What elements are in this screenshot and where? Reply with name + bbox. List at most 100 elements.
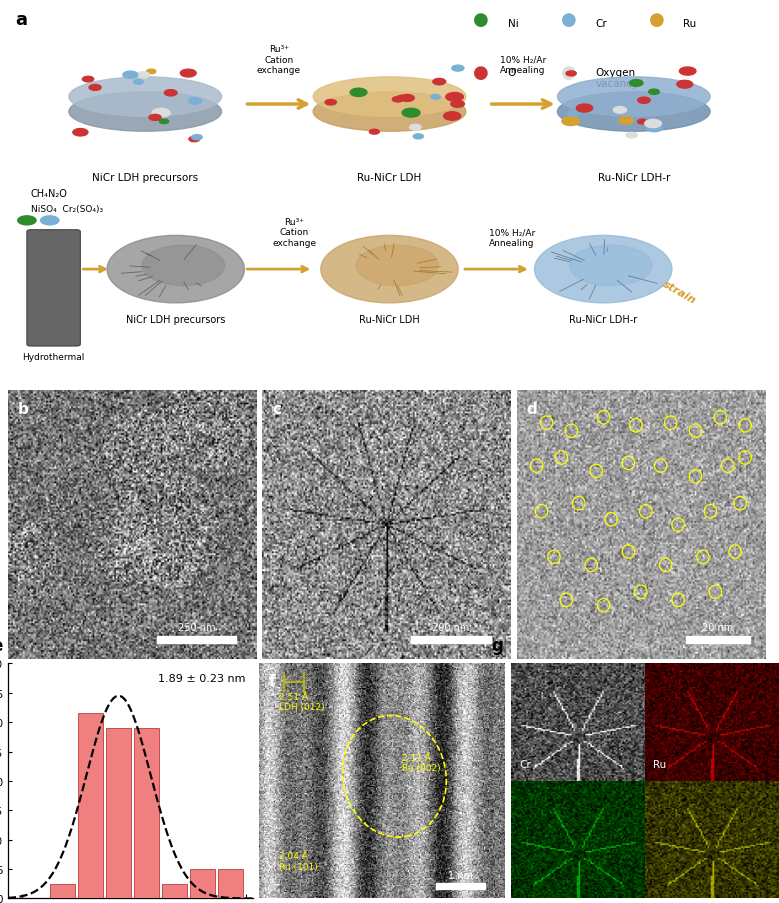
Ellipse shape bbox=[313, 78, 466, 117]
Circle shape bbox=[192, 135, 203, 141]
Circle shape bbox=[83, 78, 93, 83]
Circle shape bbox=[160, 120, 169, 125]
Circle shape bbox=[164, 90, 177, 97]
Text: f: f bbox=[270, 673, 276, 688]
Text: g: g bbox=[491, 637, 503, 655]
Circle shape bbox=[73, 129, 88, 136]
Text: NiCr LDH precursors: NiCr LDH precursors bbox=[126, 315, 225, 325]
Circle shape bbox=[397, 97, 407, 101]
Circle shape bbox=[413, 135, 423, 140]
Text: 2.04 Å
Ru (101): 2.04 Å Ru (101) bbox=[279, 852, 318, 870]
Circle shape bbox=[356, 246, 439, 286]
Ellipse shape bbox=[69, 93, 221, 132]
Text: Ni: Ni bbox=[508, 19, 519, 29]
Bar bbox=[162, 884, 187, 898]
Text: CH₄N₂O: CH₄N₂O bbox=[30, 189, 68, 199]
Text: NiSO₄  Cr₂(SO₄)₃: NiSO₄ Cr₂(SO₄)₃ bbox=[30, 205, 103, 214]
Text: ●: ● bbox=[473, 11, 489, 29]
Ellipse shape bbox=[313, 93, 466, 132]
Circle shape bbox=[452, 66, 464, 72]
Circle shape bbox=[189, 98, 202, 105]
Circle shape bbox=[107, 236, 245, 303]
Circle shape bbox=[350, 89, 367, 98]
Circle shape bbox=[569, 246, 652, 286]
Circle shape bbox=[431, 96, 440, 100]
Circle shape bbox=[568, 112, 579, 117]
Text: Ru-NiCr LDH: Ru-NiCr LDH bbox=[359, 315, 420, 325]
Circle shape bbox=[534, 236, 672, 303]
Bar bbox=[218, 869, 243, 898]
Circle shape bbox=[576, 105, 593, 113]
Circle shape bbox=[133, 80, 143, 85]
Text: 1 nm: 1 nm bbox=[448, 870, 473, 880]
Circle shape bbox=[321, 236, 458, 303]
Text: c: c bbox=[272, 402, 281, 416]
Circle shape bbox=[89, 86, 101, 91]
Circle shape bbox=[562, 117, 580, 126]
Text: Hydrothermal: Hydrothermal bbox=[23, 352, 85, 361]
Text: e: e bbox=[0, 637, 3, 655]
Circle shape bbox=[189, 137, 199, 143]
Circle shape bbox=[123, 72, 138, 79]
Circle shape bbox=[180, 70, 196, 78]
Circle shape bbox=[393, 98, 404, 103]
Circle shape bbox=[645, 120, 661, 128]
Circle shape bbox=[626, 134, 637, 139]
Circle shape bbox=[446, 93, 464, 102]
Circle shape bbox=[637, 98, 650, 104]
Bar bbox=[157, 637, 236, 643]
Text: Ru-NiCr LDH: Ru-NiCr LDH bbox=[358, 172, 421, 182]
Circle shape bbox=[325, 100, 337, 106]
Bar bbox=[190, 869, 215, 898]
Ellipse shape bbox=[69, 78, 221, 117]
Text: d: d bbox=[527, 402, 538, 416]
Circle shape bbox=[402, 109, 420, 118]
Bar bbox=[686, 637, 750, 643]
Circle shape bbox=[629, 80, 643, 88]
Circle shape bbox=[400, 96, 414, 102]
Circle shape bbox=[619, 117, 633, 125]
Circle shape bbox=[410, 126, 421, 131]
Text: ●: ● bbox=[649, 11, 664, 29]
Text: 1.89 ± 0.23 nm: 1.89 ± 0.23 nm bbox=[158, 673, 246, 683]
Text: ●: ● bbox=[561, 11, 576, 29]
Circle shape bbox=[142, 246, 224, 286]
Text: 2.11 Å
Ru (002): 2.11 Å Ru (002) bbox=[402, 753, 440, 772]
Ellipse shape bbox=[558, 93, 710, 132]
Circle shape bbox=[146, 70, 156, 75]
Circle shape bbox=[566, 72, 576, 77]
Circle shape bbox=[647, 126, 662, 133]
Ellipse shape bbox=[558, 78, 710, 117]
Text: 10% H₂/Ar
Annealing: 10% H₂/Ar Annealing bbox=[488, 228, 534, 247]
Bar bbox=[78, 713, 103, 898]
Text: Cr: Cr bbox=[596, 19, 608, 29]
Text: Ru³⁺
Cation
exchange: Ru³⁺ Cation exchange bbox=[272, 218, 316, 247]
FancyBboxPatch shape bbox=[26, 230, 80, 347]
Bar bbox=[106, 728, 131, 898]
Text: 20 nm: 20 nm bbox=[702, 622, 734, 632]
Text: Ru-NiCr LDH-r: Ru-NiCr LDH-r bbox=[597, 172, 670, 182]
Bar bbox=[436, 883, 485, 889]
Text: Ru³⁺
Cation
exchange: Ru³⁺ Cation exchange bbox=[257, 45, 301, 75]
Text: ●: ● bbox=[561, 64, 576, 81]
Text: 250 nm: 250 nm bbox=[178, 622, 215, 632]
Circle shape bbox=[149, 116, 161, 121]
Text: b: b bbox=[18, 402, 29, 416]
Circle shape bbox=[433, 79, 446, 86]
Bar bbox=[50, 884, 75, 898]
Bar bbox=[411, 637, 491, 643]
Circle shape bbox=[137, 72, 150, 79]
Text: Oxygen
vacancy: Oxygen vacancy bbox=[596, 68, 639, 89]
Text: ●: ● bbox=[473, 64, 489, 81]
Circle shape bbox=[451, 101, 464, 108]
Bar bbox=[134, 728, 159, 898]
Circle shape bbox=[443, 113, 460, 121]
Text: a: a bbox=[16, 11, 27, 29]
Circle shape bbox=[18, 217, 36, 226]
Text: strain: strain bbox=[661, 279, 698, 306]
Circle shape bbox=[152, 109, 170, 118]
Text: NiCr LDH precursors: NiCr LDH precursors bbox=[92, 172, 199, 182]
Text: Ru: Ru bbox=[683, 19, 696, 29]
Text: 2.51 Å
LDH (012): 2.51 Å LDH (012) bbox=[279, 692, 325, 712]
Text: Ru-NiCr LDH-r: Ru-NiCr LDH-r bbox=[569, 315, 637, 325]
